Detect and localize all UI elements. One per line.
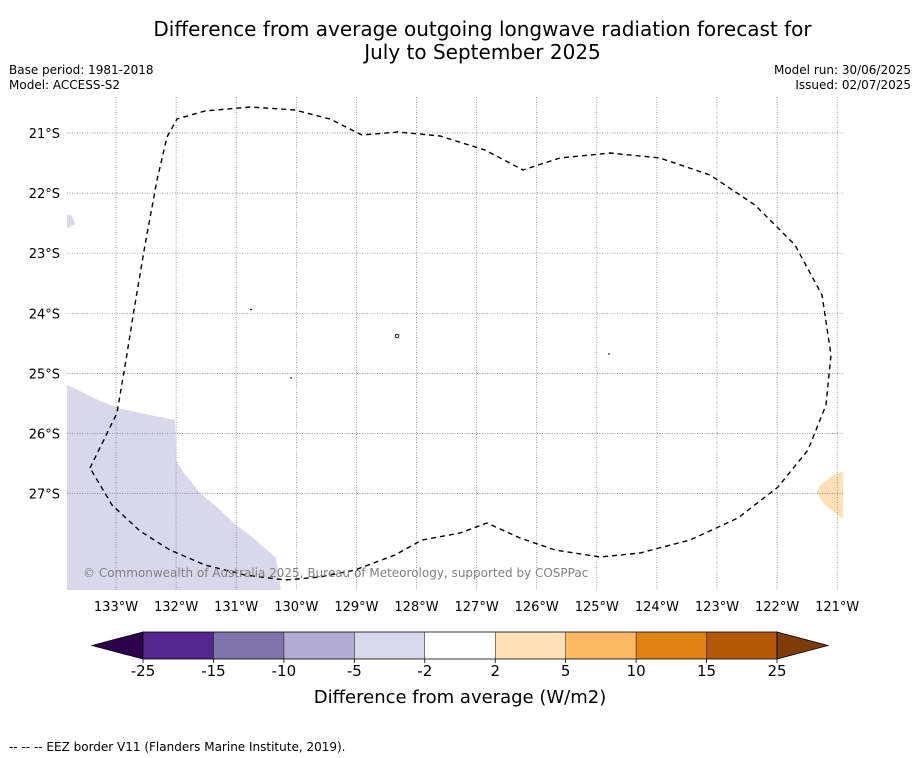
latitude-labels: 21°S 22°S 23°S 24°S 25°S 26°S 27°S [29,127,60,503]
copyright-text: © Commonwealth of Australia 2025, Bureau… [83,566,588,580]
colorbar-segment [213,632,284,659]
longitude-label: 122°W [755,600,799,615]
latitude-label: 21°S [29,127,60,142]
longitude-label: 121°W [815,600,859,615]
colorbar-tick-label: 15 [697,662,716,680]
colorbar-segment [706,632,777,659]
longitude-label: 132°W [154,600,198,615]
colorbar-segment [354,632,425,659]
island-outline [394,333,400,339]
colorbar-tick-label: -15 [201,662,226,680]
colorbar-tick-label: 25 [767,662,786,680]
negative-anomaly-patch [67,214,75,228]
latitude-label: 27°S [29,488,60,503]
eez-border [89,106,832,581]
island-outline [249,308,253,311]
colorbar-segment [495,632,566,659]
longitude-labels: 133°W 132°W 131°W 130°W 129°W 128°W 127°W 126°W… [94,600,860,615]
title-line-2: July to September 2025 [364,40,601,64]
base-period: Base period: 1981-2018 [9,63,154,77]
colorbar-segment [424,632,496,659]
colorbar-outline [142,631,778,660]
colorbar-tick-label: 2 [490,662,500,680]
colorbar-overflow-arrow [776,631,830,660]
longitude-label: 133°W [94,600,138,615]
model-name: Model: ACCESS-S2 [9,78,121,92]
latitude-label: 26°S [29,428,60,443]
longitude-label: 127°W [455,600,499,615]
latitude-label: 24°S [29,307,60,322]
colorbar-segment [283,632,355,659]
positive-anomaly-region [817,471,843,519]
colorbar-segment [636,632,707,659]
meta-right: Model run: 30/06/2025 Issued: 02/07/2025 [774,63,911,93]
colorbar-tick-label: 10 [627,662,646,680]
colorbar-tick-label: -10 [272,662,297,680]
title-line-1: Difference from average outgoing longwav… [153,17,812,41]
issued-date: Issued: 02/07/2025 [795,78,911,92]
colorbar-segment [565,632,637,659]
gridlines [67,97,843,590]
longitude-label: 130°W [274,600,318,615]
longitude-label: 129°W [334,600,378,615]
negative-anomaly-region [67,385,281,590]
longitude-label: 128°W [394,600,438,615]
colorbar-tick-labels: -25 -15 -10 -5 -2 2 5 10 15 25 [131,662,787,680]
longitude-label: 126°W [515,600,559,615]
latitude-label: 23°S [29,247,60,262]
longitude-label: 123°W [695,600,739,615]
colorbar-tick-label: 5 [561,662,571,680]
colorbar-tick-label: -2 [417,662,432,680]
longitude-label: 124°W [635,600,679,615]
colorbar-label: Difference from average (W/m2) [314,687,606,708]
latitude-label: 22°S [29,187,60,202]
colorbar-segment [143,632,214,659]
model-run: Model run: 30/06/2025 [773,63,911,77]
map-area: © Commonwealth of Australia 2025, Bureau… [67,97,843,590]
colorbar-tick-label: -25 [131,662,156,680]
colorbar [90,631,830,663]
meta-left: Base period: 1981-2018 Model: ACCESS-S2 [9,63,154,93]
map-title: Difference from average outgoing longwav… [0,18,919,64]
colorbar-tick-label: -5 [347,662,362,680]
colorbar-underflow-arrow [90,631,144,660]
latitude-label: 25°S [29,367,60,382]
longitude-label: 125°W [575,600,619,615]
longitude-label: 131°W [214,600,258,615]
eez-legend-text: -- -- -- EEZ border V11 (Flanders Marine… [9,740,346,754]
